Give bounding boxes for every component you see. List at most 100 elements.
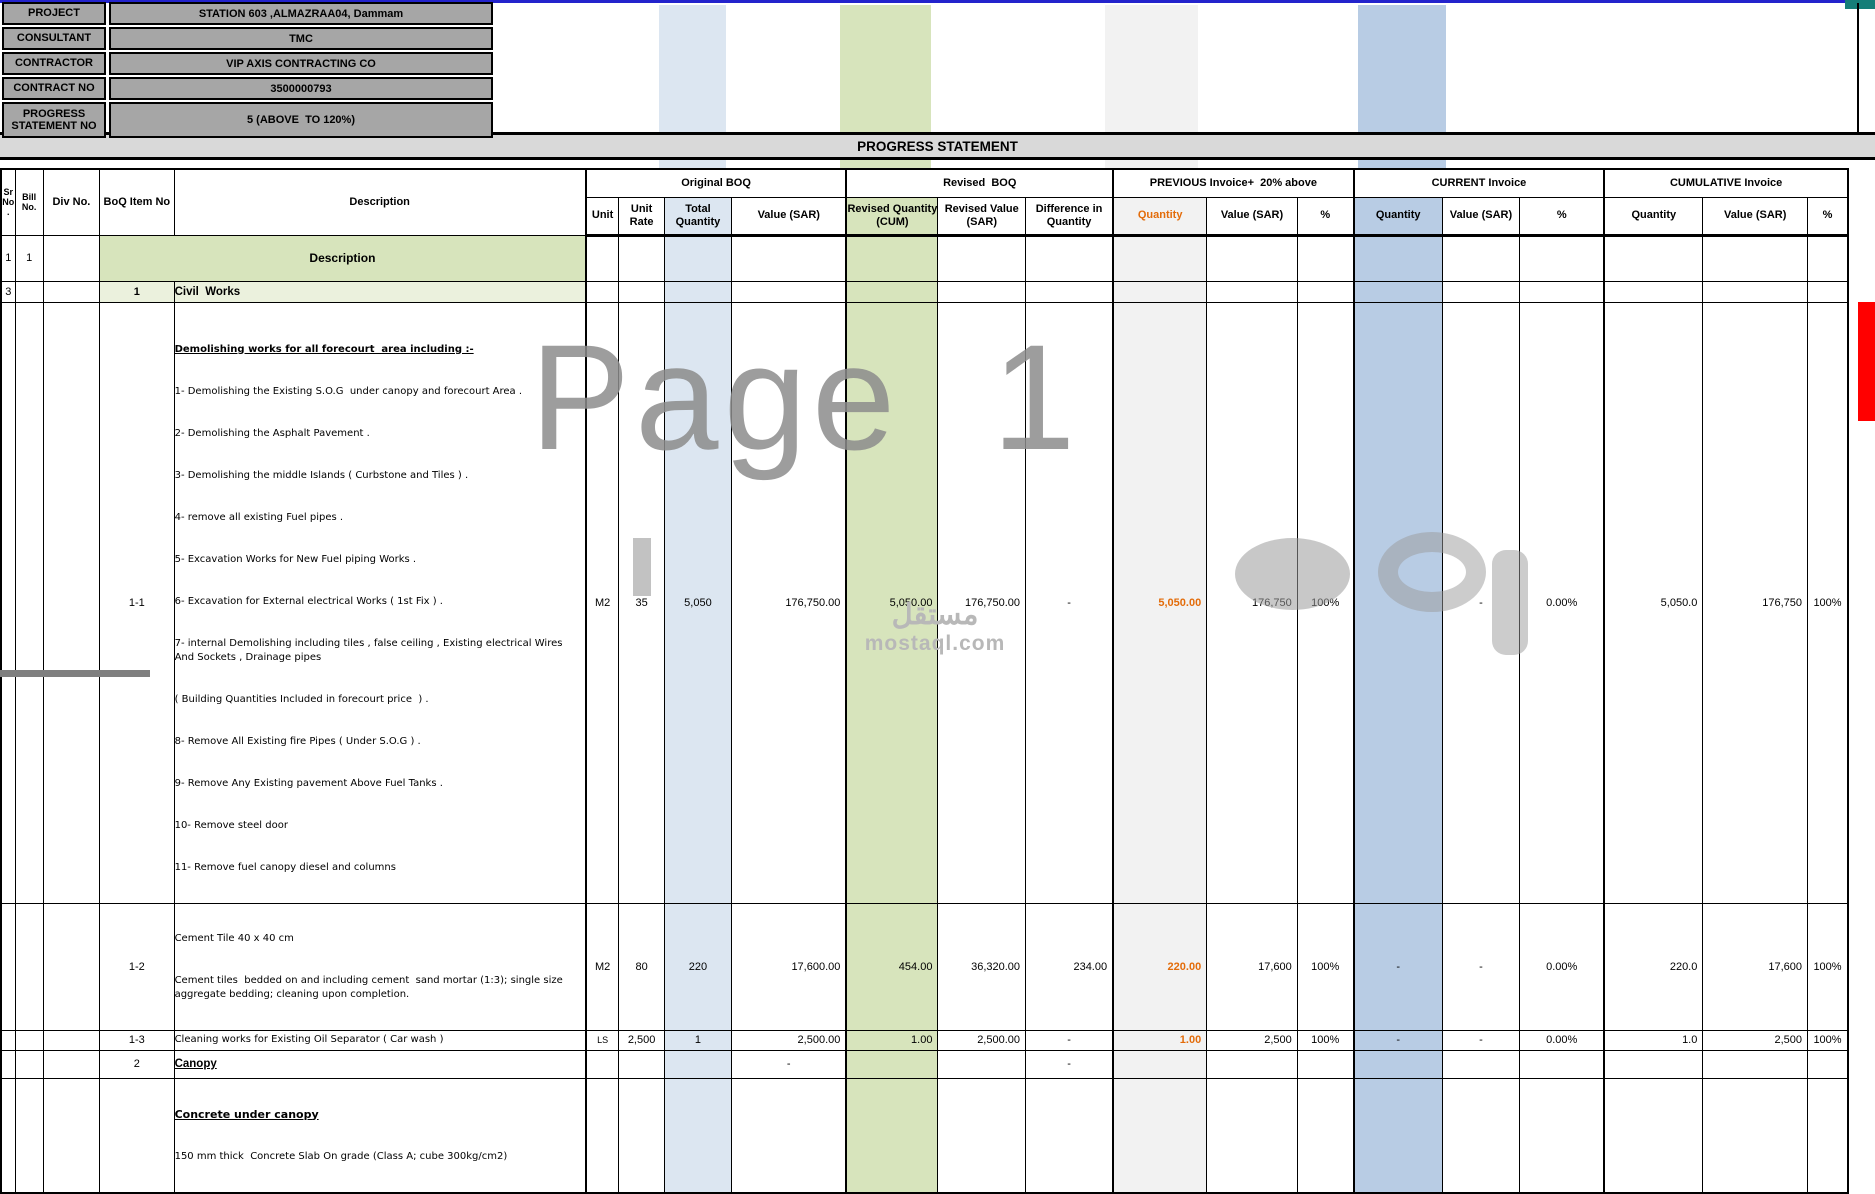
- empty-cell[interactable]: [618, 1049, 665, 1079]
- empty-cell[interactable]: [584, 234, 620, 282]
- empty-cell[interactable]: [14, 1029, 44, 1051]
- cell-bill[interactable]: 1: [14, 234, 44, 282]
- empty-cell[interactable]: [663, 234, 733, 282]
- cell-current-quantity[interactable]: -: [1352, 1029, 1443, 1051]
- cell-description[interactable]: Concrete under canopy 150 mm thick Concr…: [173, 1077, 587, 1194]
- empty-cell[interactable]: [1296, 234, 1355, 282]
- empty-cell[interactable]: [0, 1049, 16, 1079]
- cell-revised-value[interactable]: 2,500.00: [937, 1029, 1027, 1051]
- empty-cell[interactable]: [1702, 1049, 1809, 1079]
- cell-revised-quantity[interactable]: 454.00: [845, 902, 939, 1031]
- empty-cell[interactable]: [1807, 1077, 1849, 1194]
- empty-cell[interactable]: [1807, 280, 1849, 303]
- cell-description[interactable]: Demolishing works for all forecourt area…: [173, 301, 587, 904]
- cell-civil-works[interactable]: Civil Works: [173, 280, 587, 303]
- empty-cell[interactable]: [1206, 1049, 1298, 1079]
- cell-previous-value[interactable]: 176,750: [1206, 301, 1298, 904]
- empty-cell[interactable]: [1702, 280, 1809, 303]
- cell-value[interactable]: 17,600.00: [731, 902, 847, 1031]
- empty-cell[interactable]: [1519, 1077, 1605, 1194]
- empty-cell[interactable]: [1702, 234, 1809, 282]
- empty-cell[interactable]: [0, 1077, 16, 1194]
- empty-cell[interactable]: [1702, 1077, 1809, 1194]
- empty-cell[interactable]: [845, 280, 939, 303]
- empty-cell[interactable]: [1352, 234, 1443, 282]
- cell-previous-quantity[interactable]: 1.00: [1112, 1029, 1208, 1051]
- cell-cumulative-percent[interactable]: 100%: [1807, 902, 1849, 1031]
- empty-cell[interactable]: [845, 234, 939, 282]
- cell-cumulative-value[interactable]: 176,750: [1702, 301, 1809, 904]
- cell-current-value[interactable]: -: [1441, 1029, 1521, 1051]
- cell-cumulative-percent[interactable]: 100%: [1807, 1029, 1849, 1051]
- cell-unit[interactable]: M2: [584, 301, 620, 904]
- cell-unit[interactable]: LS: [584, 1029, 620, 1051]
- cell-current-percent[interactable]: 0.00%: [1519, 902, 1605, 1031]
- empty-cell[interactable]: [1296, 1049, 1355, 1079]
- cell-boq-item[interactable]: 2: [99, 1049, 175, 1079]
- cell-cumulative-value[interactable]: 17,600: [1702, 902, 1809, 1031]
- cell-boq-item[interactable]: 1-1: [99, 301, 175, 904]
- empty-cell[interactable]: [663, 1077, 733, 1194]
- empty-cell[interactable]: [1603, 234, 1704, 282]
- cell-revised-quantity[interactable]: 1.00: [845, 1029, 939, 1051]
- empty-cell[interactable]: [1519, 280, 1605, 303]
- cell-current-quantity[interactable]: -: [1352, 902, 1443, 1031]
- empty-cell[interactable]: [42, 280, 101, 303]
- contractor-value[interactable]: VIP AXIS CONTRACTING CO: [109, 52, 493, 75]
- cell-difference[interactable]: -: [1025, 1029, 1114, 1051]
- empty-cell[interactable]: [14, 301, 44, 904]
- cell-previous-percent[interactable]: 100%: [1296, 301, 1355, 904]
- cell-canopy[interactable]: Canopy: [173, 1049, 587, 1079]
- empty-cell[interactable]: [584, 1049, 620, 1079]
- empty-cell[interactable]: [663, 280, 733, 303]
- empty-cell[interactable]: [42, 1049, 101, 1079]
- empty-cell[interactable]: [1441, 280, 1521, 303]
- empty-cell[interactable]: [14, 1077, 44, 1194]
- empty-cell[interactable]: [1441, 234, 1521, 282]
- cell-sr[interactable]: 3: [0, 280, 16, 303]
- cell-difference[interactable]: 234.00: [1025, 902, 1114, 1031]
- cell-boq-item[interactable]: 1-2: [99, 902, 175, 1031]
- empty-cell[interactable]: [1441, 1077, 1521, 1194]
- empty-cell[interactable]: [1025, 280, 1114, 303]
- cell-description[interactable]: Cleaning works for Existing Oil Separato…: [173, 1029, 587, 1051]
- cell-description-heading[interactable]: Description: [99, 234, 587, 282]
- cell-revised-quantity[interactable]: 5,050.00: [845, 301, 939, 904]
- empty-cell[interactable]: [14, 902, 44, 1031]
- consultant-value[interactable]: TMC: [109, 27, 493, 50]
- empty-cell[interactable]: [0, 902, 16, 1031]
- empty-cell[interactable]: [1112, 1077, 1208, 1194]
- cell-current-value[interactable]: -: [1441, 301, 1521, 904]
- empty-cell[interactable]: [1206, 1077, 1298, 1194]
- empty-cell[interactable]: [42, 234, 101, 282]
- cell-current-value[interactable]: -: [1441, 902, 1521, 1031]
- empty-cell[interactable]: [845, 1049, 939, 1079]
- empty-cell[interactable]: [1296, 280, 1355, 303]
- empty-cell[interactable]: [42, 1077, 101, 1194]
- empty-cell[interactable]: [0, 1029, 16, 1051]
- empty-cell[interactable]: [618, 1077, 665, 1194]
- cell-unit-rate[interactable]: 2,500: [618, 1029, 665, 1051]
- cell-previous-quantity[interactable]: 220.00: [1112, 902, 1208, 1031]
- empty-cell[interactable]: [663, 1049, 733, 1079]
- empty-cell[interactable]: [1603, 1049, 1704, 1079]
- empty-cell[interactable]: [731, 1077, 847, 1194]
- empty-cell[interactable]: [1352, 280, 1443, 303]
- empty-cell[interactable]: [14, 280, 44, 303]
- empty-cell[interactable]: [0, 301, 16, 904]
- contract-no-value[interactable]: 3500000793: [109, 77, 493, 100]
- empty-cell[interactable]: [584, 280, 620, 303]
- empty-cell[interactable]: [1112, 1049, 1208, 1079]
- cell-total-quantity[interactable]: 5,050: [663, 301, 733, 904]
- cell-difference[interactable]: -: [1025, 1049, 1114, 1079]
- cell-total-quantity[interactable]: 220: [663, 902, 733, 1031]
- cell-cumulative-quantity[interactable]: 5,050.0: [1603, 301, 1704, 904]
- cell-unit-rate[interactable]: 80: [618, 902, 665, 1031]
- empty-cell[interactable]: [584, 1077, 620, 1194]
- cell-cumulative-percent[interactable]: 100%: [1807, 301, 1849, 904]
- cell-cumulative-quantity[interactable]: 1.0: [1603, 1029, 1704, 1051]
- cell-description[interactable]: Cement Tile 40 x 40 cm Cement tiles bedd…: [173, 902, 587, 1031]
- cell-value[interactable]: 2,500.00: [731, 1029, 847, 1051]
- empty-cell[interactable]: [1603, 280, 1704, 303]
- cell-revised-value[interactable]: 36,320.00: [937, 902, 1027, 1031]
